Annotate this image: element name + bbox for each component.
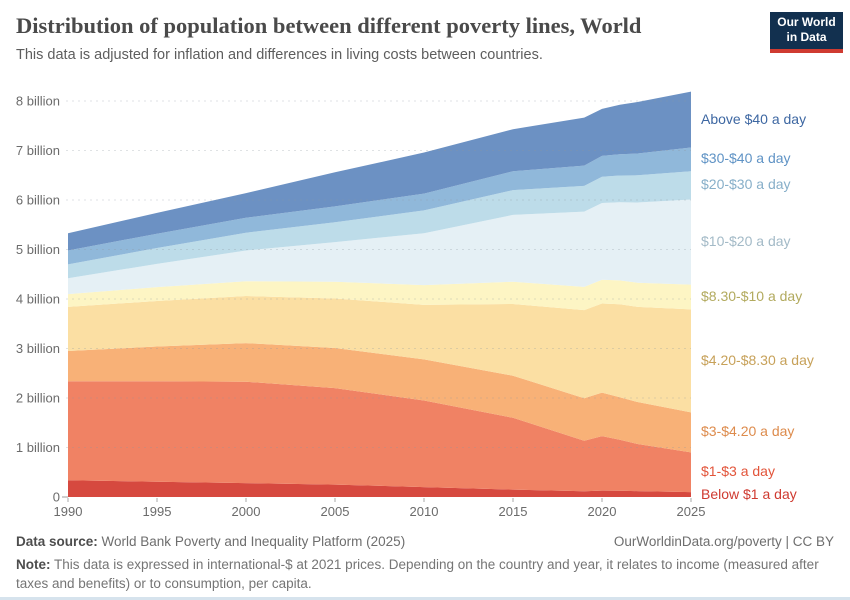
area-10-20-a-day[interactable] — [68, 199, 691, 295]
note-text: This data is expressed in international-… — [16, 557, 819, 591]
area-3-4-20-a-day[interactable] — [68, 343, 691, 453]
legend-label-below-1-a-day[interactable]: Below $1 a day — [701, 485, 797, 502]
legend-label-3-4-20-a-day[interactable]: $3-$4.20 a day — [701, 423, 795, 440]
credit: OurWorldinData.org/poverty | CC BY — [614, 534, 834, 549]
y-tick-label-5: 5 billion — [16, 242, 60, 257]
x-tick-label-1990: 1990 — [54, 504, 83, 519]
x-tick-label-2005: 2005 — [321, 504, 350, 519]
area-above-40-a-day[interactable] — [68, 91, 691, 251]
area-30-40-a-day[interactable] — [68, 147, 691, 265]
credit-separator: | — [781, 534, 793, 549]
y-tick-label-4: 4 billion — [16, 292, 60, 307]
owid-poverty-link[interactable]: OurWorldinData.org/poverty — [613, 534, 782, 549]
area-4-20-8-30-a-day[interactable] — [68, 296, 691, 413]
chart-note: Note: This data is expressed in internat… — [16, 555, 826, 593]
x-tick-label-2015: 2015 — [499, 504, 528, 519]
y-tick-label-8: 8 billion — [16, 94, 60, 109]
chart-subtitle: This data is adjusted for inflation and … — [16, 47, 543, 63]
x-tick-label-2020: 2020 — [588, 504, 617, 519]
legend-label-4-20-8-30-a-day[interactable]: $4.20-$8.30 a day — [701, 351, 814, 368]
data-source-label: Data source: — [16, 534, 98, 549]
y-tick-label-2: 2 billion — [16, 391, 60, 406]
note-label: Note: — [16, 557, 51, 572]
area-20-30-a-day[interactable] — [68, 171, 691, 279]
x-tick-label-2000: 2000 — [232, 504, 261, 519]
legend-label-30-40-a-day[interactable]: $30-$40 a day — [701, 150, 791, 167]
legend-label-20-30-a-day[interactable]: $20-$30 a day — [701, 176, 791, 193]
y-tick-label-6: 6 billion — [16, 193, 60, 208]
area-8-30-10-a-day[interactable] — [68, 279, 691, 311]
legend-label-above-40-a-day[interactable]: Above $40 a day — [701, 110, 807, 127]
x-tick-label-1995: 1995 — [143, 504, 172, 519]
stacked-area-chart[interactable]: 0 1 billion 2 billion 3 billion 4 billion 5 b… — [0, 0, 850, 530]
data-source-text: World Bank Poverty and Inequality Platfo… — [97, 534, 406, 549]
legend-label-10-20-a-day[interactable]: $10-$20 a day — [701, 233, 791, 250]
y-tick-label-1: 1 billion — [16, 440, 60, 455]
y-tick-label-7: 7 billion — [16, 143, 60, 158]
chart-footer: Data source: World Bank Poverty and Ineq… — [16, 534, 834, 549]
x-tick-label-2025: 2025 — [677, 504, 706, 519]
owid-logo-line2: in Data — [786, 30, 827, 44]
area-1-3-a-day[interactable] — [68, 381, 691, 493]
area-below-1-a-day[interactable] — [68, 480, 691, 497]
data-source: Data source: World Bank Poverty and Ineq… — [16, 534, 405, 549]
owid-logo[interactable]: Our World in Data — [770, 12, 843, 53]
legend-label-1-3-a-day[interactable]: $1-$3 a day — [701, 463, 775, 480]
page-title: Distribution of population between diffe… — [16, 13, 642, 38]
cc-by-link[interactable]: CC BY — [792, 534, 834, 549]
y-tick-label-3: 3 billion — [16, 341, 60, 356]
owid-logo-line1: Our World — [777, 15, 836, 29]
y-tick-label-0: 0 — [53, 490, 60, 505]
x-tick-label-2010: 2010 — [410, 504, 439, 519]
legend-label-8-30-10-a-day[interactable]: $8.30-$10 a day — [701, 288, 803, 305]
